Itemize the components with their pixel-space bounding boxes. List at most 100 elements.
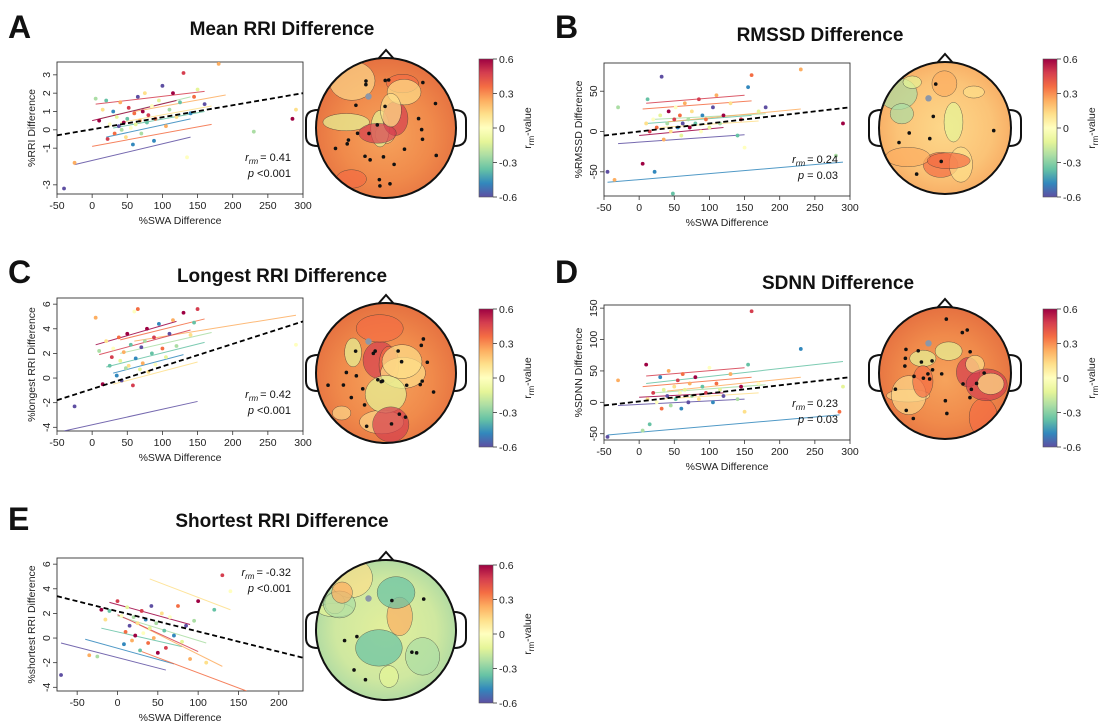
data-point bbox=[742, 145, 747, 150]
colorbar: 0.6 0.3 0 -0.3 -0.6 rrm-value bbox=[1042, 54, 1099, 204]
data-point bbox=[640, 161, 645, 166]
colorbar-tick-label: -0.3 bbox=[499, 158, 517, 170]
subject-regression-line bbox=[109, 601, 191, 625]
electrode-dot bbox=[402, 147, 407, 152]
electrode-dot bbox=[912, 374, 916, 379]
data-point bbox=[678, 391, 682, 395]
data-point bbox=[87, 653, 92, 658]
topography-blob bbox=[405, 637, 440, 676]
subject-regression-line bbox=[95, 90, 205, 105]
electrode-dot bbox=[939, 372, 944, 376]
electrode-dot bbox=[911, 416, 916, 421]
data-point bbox=[127, 623, 132, 628]
topography-blob bbox=[934, 341, 963, 361]
data-point bbox=[125, 605, 130, 610]
data-point bbox=[700, 113, 705, 118]
left-ear-icon bbox=[305, 354, 319, 392]
electrode-dot bbox=[930, 359, 934, 363]
data-point bbox=[728, 372, 733, 376]
data-point bbox=[139, 345, 144, 350]
electrode-dot bbox=[982, 371, 986, 375]
data-point bbox=[121, 350, 126, 355]
electrode-dot bbox=[342, 638, 347, 643]
subject-regression-line bbox=[63, 400, 198, 431]
scalp-topography bbox=[868, 297, 1022, 440]
electrode-dot bbox=[354, 103, 358, 108]
topography-blob bbox=[336, 169, 367, 189]
data-point bbox=[104, 339, 109, 344]
colorbar-tick-label: -0.6 bbox=[499, 442, 517, 454]
data-point bbox=[133, 356, 138, 361]
electrode-dot bbox=[968, 395, 972, 400]
electrode-dot bbox=[390, 598, 394, 603]
nose-icon bbox=[377, 293, 395, 305]
electrode-dot bbox=[364, 79, 368, 83]
electrode-dot bbox=[355, 131, 360, 136]
x-tick-label: -50 bbox=[596, 446, 611, 458]
electrode-dot bbox=[420, 137, 425, 142]
data-point bbox=[157, 321, 161, 326]
panel-title: Shortest RRI Difference bbox=[175, 511, 388, 532]
data-point bbox=[119, 127, 124, 132]
y-tick-label: 0 bbox=[41, 375, 53, 381]
topography-blob bbox=[331, 581, 353, 604]
scatter-plot: -50 0 50 100 150 200 250 300 -50 0 50 %SWA Differen… bbox=[573, 62, 859, 229]
subject-regression-line bbox=[120, 331, 212, 354]
colorbar-gradient bbox=[1042, 308, 1058, 448]
electrode-dot bbox=[974, 381, 979, 386]
data-point bbox=[100, 107, 105, 112]
x-tick-label: 50 bbox=[668, 446, 680, 458]
colorbar-tick-label: 0.3 bbox=[1063, 339, 1078, 351]
subject-regression-line bbox=[60, 642, 167, 671]
data-point bbox=[711, 105, 715, 110]
data-point bbox=[749, 309, 754, 314]
right-ear-icon bbox=[453, 354, 467, 392]
overall-regression-line bbox=[57, 595, 303, 659]
data-point bbox=[146, 641, 151, 645]
x-tick-label: 300 bbox=[294, 437, 312, 449]
data-point bbox=[693, 375, 698, 380]
electrode-dot bbox=[383, 104, 387, 109]
electrode-dot bbox=[353, 349, 358, 353]
data-point bbox=[195, 307, 200, 311]
x-axis-label: %SWA Difference bbox=[139, 215, 222, 227]
electrode-dot bbox=[376, 377, 380, 382]
subject-regression-line bbox=[642, 376, 752, 388]
colorbar-tick-label: -0.6 bbox=[1063, 442, 1081, 454]
subject-regression-line bbox=[95, 320, 177, 346]
data-point bbox=[659, 74, 664, 79]
y-tick-label: 3 bbox=[41, 72, 53, 78]
electrode-dot bbox=[991, 128, 996, 133]
data-point bbox=[696, 397, 701, 402]
x-tick-label: 150 bbox=[189, 200, 207, 212]
plot-content bbox=[604, 309, 850, 439]
data-point bbox=[714, 381, 719, 386]
data-point bbox=[687, 125, 692, 130]
y-tick-label: 100 bbox=[588, 331, 600, 349]
colorbar-tick-label: 0.3 bbox=[1063, 89, 1078, 101]
colorbar-label: rrm-value bbox=[1086, 357, 1099, 399]
data-point bbox=[152, 138, 156, 143]
panel-letter: B bbox=[555, 9, 578, 45]
data-point bbox=[220, 573, 225, 578]
y-tick-label: 50 bbox=[588, 365, 600, 377]
x-tick-label: -50 bbox=[49, 437, 64, 449]
data-point bbox=[605, 169, 610, 174]
y-tick-label: 0 bbox=[41, 635, 53, 641]
data-point bbox=[696, 97, 701, 102]
scalp-topography bbox=[305, 48, 467, 199]
electrode-dot bbox=[378, 184, 382, 188]
data-point bbox=[159, 611, 164, 616]
nose-icon bbox=[377, 550, 395, 562]
electrode-dot bbox=[931, 114, 936, 119]
data-point bbox=[689, 109, 694, 114]
x-tick-label: 50 bbox=[668, 202, 680, 214]
electrode-dot bbox=[399, 359, 404, 364]
data-point bbox=[673, 397, 678, 402]
colorbar-label: rrm-value bbox=[522, 613, 536, 655]
data-point bbox=[145, 326, 149, 331]
data-point bbox=[116, 335, 121, 340]
electrode-dot bbox=[945, 411, 949, 416]
colorbar-tick-label: 0.3 bbox=[499, 339, 514, 351]
x-tick-label: 200 bbox=[224, 437, 242, 449]
